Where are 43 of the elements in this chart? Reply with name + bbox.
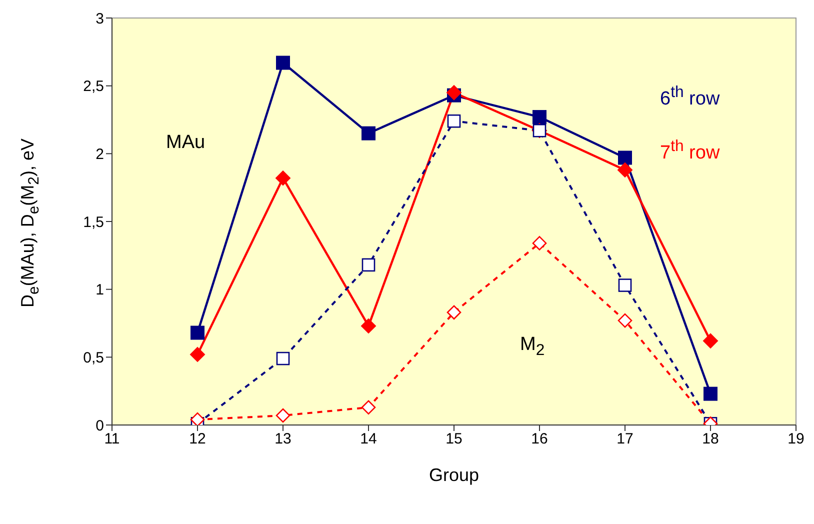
point bbox=[446, 305, 462, 320]
annotation: 6$^{th}$ row bbox=[660, 84, 720, 110]
point bbox=[276, 56, 290, 70]
annotation: MAu bbox=[166, 132, 206, 154]
x-axis-title: Group bbox=[428, 465, 480, 485]
x-tick-label: 12 bbox=[189, 430, 206, 448]
x-tick-label: 14 bbox=[360, 430, 377, 448]
point bbox=[276, 352, 290, 366]
x-tick-label: 13 bbox=[274, 430, 292, 448]
y-tick-label: 1,5 bbox=[83, 214, 104, 231]
y-tick-label: 1 bbox=[96, 282, 104, 299]
y-tick-label: 2,5 bbox=[83, 78, 104, 96]
point bbox=[447, 114, 461, 128]
y-tick-label: 2 bbox=[96, 146, 104, 163]
y-tick-label: 3 bbox=[96, 10, 104, 28]
point bbox=[362, 258, 376, 272]
point bbox=[703, 333, 718, 348]
point bbox=[361, 318, 376, 334]
point bbox=[532, 236, 547, 250]
point bbox=[532, 110, 546, 124]
point bbox=[618, 313, 632, 328]
point bbox=[190, 346, 205, 362]
annotation: M$_{2}$ bbox=[520, 334, 545, 360]
x-tick-label: 16 bbox=[531, 430, 548, 448]
point bbox=[276, 408, 290, 423]
x-tick-label: 11 bbox=[104, 430, 120, 448]
x-tick-label: 19 bbox=[788, 430, 804, 448]
annotation: 7$^{th}$ row bbox=[660, 138, 720, 164]
point bbox=[361, 400, 376, 415]
point bbox=[618, 162, 632, 178]
point bbox=[618, 278, 632, 292]
x-tick-label: 15 bbox=[446, 430, 462, 448]
point bbox=[618, 150, 632, 165]
x-tick-label: 18 bbox=[702, 430, 719, 448]
point bbox=[446, 85, 462, 100]
point bbox=[190, 412, 205, 425]
point bbox=[704, 386, 718, 401]
point bbox=[276, 170, 290, 186]
point bbox=[362, 126, 376, 140]
x-tick-label: 17 bbox=[616, 430, 634, 448]
point bbox=[190, 326, 204, 340]
y-tick-label: 0,5 bbox=[83, 349, 104, 366]
y-tick-label: 0 bbox=[96, 417, 104, 434]
